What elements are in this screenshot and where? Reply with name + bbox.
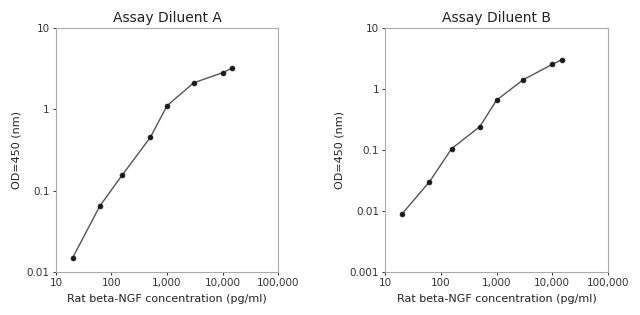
Title: Assay Diluent B: Assay Diluent B (442, 11, 551, 25)
Y-axis label: OD=450 (nm): OD=450 (nm) (334, 111, 344, 189)
Y-axis label: OD=450 (nm): OD=450 (nm) (11, 111, 21, 189)
Title: Assay Diluent A: Assay Diluent A (113, 11, 221, 25)
X-axis label: Rat beta-NGF concentration (pg/ml): Rat beta-NGF concentration (pg/ml) (397, 294, 596, 304)
X-axis label: Rat beta-NGF concentration (pg/ml): Rat beta-NGF concentration (pg/ml) (67, 294, 267, 304)
